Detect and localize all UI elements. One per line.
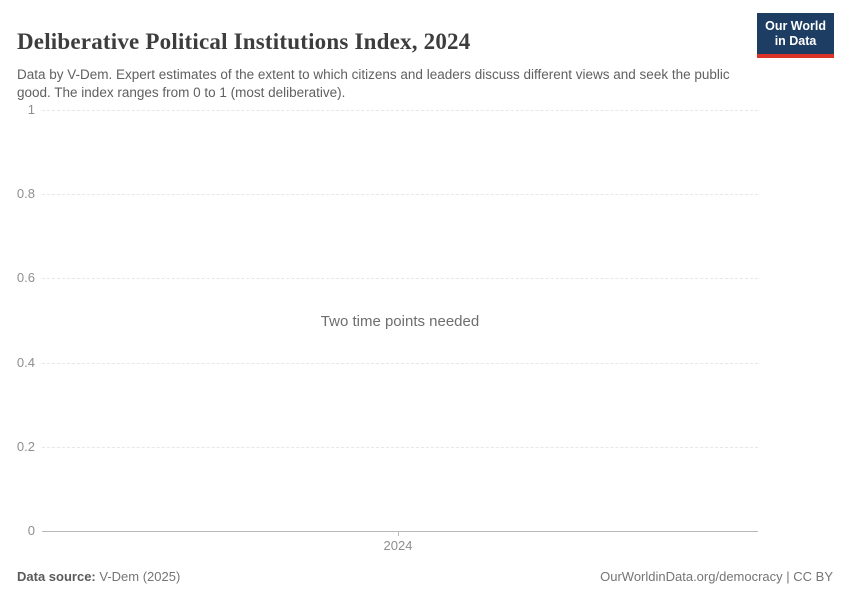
x-axis-tick-mark [398, 531, 399, 536]
y-axis-tick-label: 0.4 [16, 355, 35, 370]
gridline-0-8 [42, 194, 758, 195]
owid-logo-line2: in Data [774, 34, 817, 48]
data-source-value: V-Dem (2025) [95, 569, 181, 584]
y-axis-tick-label: 0.2 [16, 439, 35, 454]
gridline-0-4 [42, 363, 758, 364]
owid-logo-line1: Our World [765, 19, 826, 33]
gridline-1 [42, 110, 758, 111]
gridline-0-2 [42, 447, 758, 448]
footer-link[interactable]: OurWorldinData.org/democracy | CC BY [600, 569, 833, 584]
chart-title: Deliberative Political Institutions Inde… [17, 29, 471, 55]
owid-logo[interactable]: Our World in Data [757, 13, 834, 58]
x-axis-line [42, 531, 758, 532]
x-axis-tick-label: 2024 [383, 538, 413, 553]
chart-subtitle: Data by V-Dem. Expert estimates of the e… [17, 66, 730, 100]
y-axis-tick-label: 0.8 [16, 186, 35, 201]
data-source-label: Data source: [17, 569, 96, 584]
y-axis-tick-label: 1 [27, 102, 35, 117]
empty-state-message: Two time points needed [320, 313, 480, 330]
gridline-0-6 [42, 278, 758, 279]
y-axis-tick-label: 0 [27, 523, 35, 538]
data-source-note[interactable]: Data source: V-Dem (2025) [17, 569, 180, 584]
y-axis-tick-label: 0.6 [16, 270, 35, 285]
